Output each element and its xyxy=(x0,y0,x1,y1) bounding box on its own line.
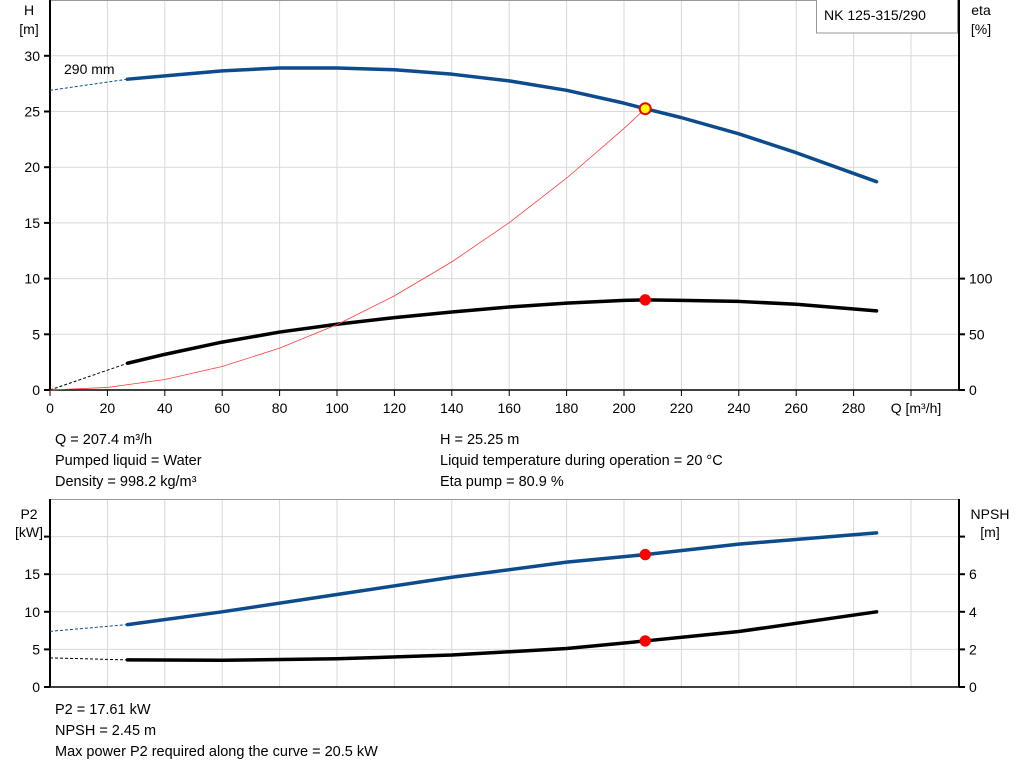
y2-tick-label: 50 xyxy=(969,326,985,342)
x-tick-label: 280 xyxy=(842,400,866,416)
y2-tick-label: 100 xyxy=(969,271,993,287)
x-tick-label: 0 xyxy=(46,400,54,416)
info-top-right: H = 25.25 m Liquid temperature during op… xyxy=(440,430,723,493)
eta-value: Eta pump = 80.9 % xyxy=(440,474,564,490)
operating-point xyxy=(639,548,651,561)
system-curve xyxy=(49,108,646,391)
y-tick-label: 5 xyxy=(32,641,40,657)
y2-tick-label: 2 xyxy=(969,641,977,657)
npsh-extrapolated-line xyxy=(49,657,128,661)
y2-axis-unit: [m] xyxy=(980,524,999,540)
y2-tick-label: 0 xyxy=(969,382,977,398)
x-tick-label: 260 xyxy=(785,400,809,416)
liquid-temperature: Liquid temperature during operation = 20… xyxy=(440,453,723,469)
y-tick-label: 10 xyxy=(24,604,40,620)
y-tick-label: 15 xyxy=(24,215,40,231)
y2-axis-label: eta xyxy=(971,2,991,18)
impeller-diameter-label: 290 mm xyxy=(64,61,115,77)
flow-value: Q = 207.4 m³/h xyxy=(55,432,153,448)
x-tick-label: 20 xyxy=(100,400,116,416)
operating-point xyxy=(639,294,651,306)
x-tick-label: 120 xyxy=(383,400,407,416)
title-box xyxy=(816,0,958,34)
y-axis-unit: [m] xyxy=(19,21,38,37)
x-tick-label: 140 xyxy=(440,400,464,416)
head-value: H = 25.25 m xyxy=(440,432,520,448)
eta-curve xyxy=(125,298,879,366)
x-tick-label: 200 xyxy=(612,400,636,416)
x-tick-label: 220 xyxy=(670,400,694,416)
y2-axis-unit: [%] xyxy=(971,21,991,37)
y-tick-label: 0 xyxy=(32,679,40,695)
x-tick-label: 40 xyxy=(157,400,173,416)
p2-extrapolated-line xyxy=(49,624,128,632)
x-tick-label: 180 xyxy=(555,400,579,416)
y-tick-label: 20 xyxy=(24,159,40,175)
operating-point xyxy=(638,102,652,116)
y-axis-unit: [kW] xyxy=(15,524,43,540)
npsh-value: NPSH = 2.45 m xyxy=(55,723,157,739)
x-tick-label: 160 xyxy=(498,400,522,416)
y2-axis-label: NPSH xyxy=(971,506,1010,522)
npsh-curve xyxy=(125,610,879,663)
operating-point xyxy=(639,635,651,647)
max-power-value: Max power P2 required along the curve = … xyxy=(55,744,378,760)
y-tick-label: 0 xyxy=(32,382,40,398)
density-value: Density = 998.2 kg/m³ xyxy=(55,474,197,490)
y-tick-label: 30 xyxy=(24,48,40,64)
y2-tick-label: 0 xyxy=(969,679,977,695)
p2-curve xyxy=(125,531,879,627)
chart-title: NK 125-315/290 xyxy=(824,7,926,23)
eta-extrapolated-line xyxy=(49,362,128,391)
info-top-left: Q = 207.4 m³/h Pumped liquid = Water Den… xyxy=(55,430,202,493)
x-tick-label: 60 xyxy=(214,400,230,416)
y-tick-label: 25 xyxy=(24,104,40,120)
y-axis-label: P2 xyxy=(20,506,37,522)
info-bottom: P2 = 17.61 kW NPSH = 2.45 m Max power P2… xyxy=(55,700,378,763)
y-tick-label: 5 xyxy=(32,326,40,342)
y2-tick-label: 4 xyxy=(969,604,977,620)
x-tick-label: 100 xyxy=(325,400,349,416)
x-tick-label: 240 xyxy=(727,400,751,416)
y-tick-label: 10 xyxy=(24,271,40,287)
p2-value: P2 = 17.61 kW xyxy=(55,702,151,718)
y-axis-label: H xyxy=(24,2,34,18)
x-tick-label: 80 xyxy=(272,400,288,416)
head-extrapolated-line xyxy=(49,78,128,91)
y-tick-label: 15 xyxy=(24,566,40,582)
head-curve xyxy=(125,66,879,184)
x-axis-label: Q [m³/h] xyxy=(891,400,942,416)
pumped-liquid: Pumped liquid = Water xyxy=(55,453,202,469)
y2-tick-label: 6 xyxy=(969,566,977,582)
